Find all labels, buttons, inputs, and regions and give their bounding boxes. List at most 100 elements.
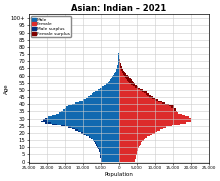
Bar <box>100 157 119 158</box>
Bar <box>119 76 129 78</box>
Bar <box>113 75 119 76</box>
Bar <box>90 95 119 96</box>
Bar <box>81 132 119 134</box>
Bar <box>61 125 65 127</box>
Bar <box>52 115 119 116</box>
Bar <box>139 89 143 91</box>
Bar <box>152 98 155 99</box>
Bar <box>118 62 119 63</box>
Legend: Male, Female, Male surplus, Female surplus: Male, Female, Male surplus, Female surpl… <box>31 16 71 37</box>
Bar <box>119 78 130 79</box>
Title: Asian: Indian – 2021: Asian: Indian – 2021 <box>71 4 166 13</box>
Bar <box>45 118 47 119</box>
Bar <box>124 75 128 76</box>
Bar <box>119 91 147 92</box>
Bar <box>118 58 119 59</box>
Bar <box>91 138 119 139</box>
Bar <box>119 60 120 62</box>
Bar <box>52 124 119 125</box>
Bar <box>68 127 71 128</box>
Bar <box>110 79 119 81</box>
Bar <box>142 91 147 92</box>
Bar <box>88 96 119 98</box>
Bar <box>68 105 119 106</box>
Bar <box>65 108 119 109</box>
Bar <box>79 101 119 102</box>
Bar <box>61 125 119 127</box>
Bar <box>119 139 144 141</box>
Bar <box>100 155 119 157</box>
Bar <box>126 78 130 79</box>
Bar <box>119 158 136 159</box>
Bar <box>81 132 83 134</box>
Bar <box>119 66 121 68</box>
Bar <box>155 99 158 101</box>
Bar <box>119 129 160 131</box>
Bar <box>41 121 119 122</box>
Bar <box>119 92 147 93</box>
Y-axis label: Age: Age <box>4 83 9 94</box>
Bar <box>169 105 174 106</box>
Bar <box>108 82 119 83</box>
Bar <box>75 129 119 131</box>
Bar <box>119 128 163 129</box>
Bar <box>119 60 120 62</box>
Bar <box>99 148 119 149</box>
Bar <box>133 85 137 86</box>
Bar <box>94 141 95 142</box>
Bar <box>171 106 174 108</box>
Bar <box>120 65 121 66</box>
Bar <box>137 88 140 89</box>
Bar <box>119 122 186 124</box>
Bar <box>97 146 98 148</box>
Bar <box>119 124 180 125</box>
Bar <box>83 134 85 135</box>
Bar <box>119 121 191 122</box>
Bar <box>41 121 47 122</box>
Bar <box>119 96 153 98</box>
Bar <box>120 66 121 68</box>
Bar <box>100 154 119 155</box>
Bar <box>94 92 119 93</box>
Bar <box>119 59 120 60</box>
Bar <box>119 155 136 157</box>
Bar <box>119 101 162 102</box>
Bar <box>118 63 119 65</box>
Bar <box>174 109 176 111</box>
Bar <box>96 145 119 146</box>
Bar <box>119 132 155 134</box>
Bar <box>101 158 102 159</box>
Bar <box>119 81 133 82</box>
Bar <box>162 102 165 104</box>
Bar <box>119 98 155 99</box>
Bar <box>101 159 102 161</box>
Bar <box>119 68 122 69</box>
Bar <box>119 79 132 81</box>
Bar <box>119 62 120 63</box>
Bar <box>119 144 141 145</box>
Bar <box>119 109 176 111</box>
Bar <box>109 81 119 82</box>
Bar <box>119 112 178 113</box>
Bar <box>93 139 119 141</box>
Bar <box>119 71 124 72</box>
Bar <box>147 95 151 96</box>
Bar <box>114 73 119 75</box>
Bar <box>99 151 119 152</box>
Bar <box>100 88 119 89</box>
Bar <box>101 159 119 161</box>
Bar <box>121 69 123 71</box>
Bar <box>100 155 101 157</box>
Bar <box>119 63 121 65</box>
Bar <box>72 104 119 105</box>
Bar <box>111 78 119 79</box>
Bar <box>119 134 152 135</box>
Bar <box>101 158 119 159</box>
Bar <box>135 86 138 88</box>
Bar <box>92 93 119 95</box>
Bar <box>93 139 94 141</box>
Bar <box>119 151 137 152</box>
Bar <box>119 115 185 116</box>
Bar <box>119 119 191 121</box>
Bar <box>119 161 135 162</box>
